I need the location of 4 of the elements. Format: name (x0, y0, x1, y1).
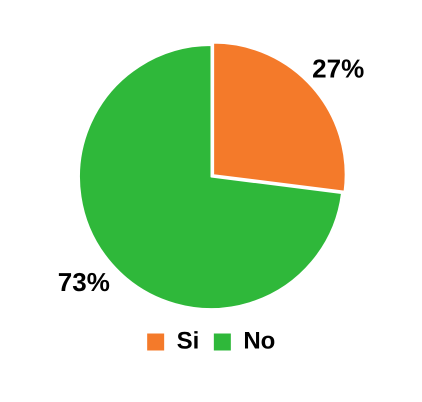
legend-label: No (243, 328, 276, 355)
data-label: 73% (58, 266, 110, 297)
legend-label: Si (176, 328, 200, 355)
data-label: 27% (312, 53, 364, 84)
